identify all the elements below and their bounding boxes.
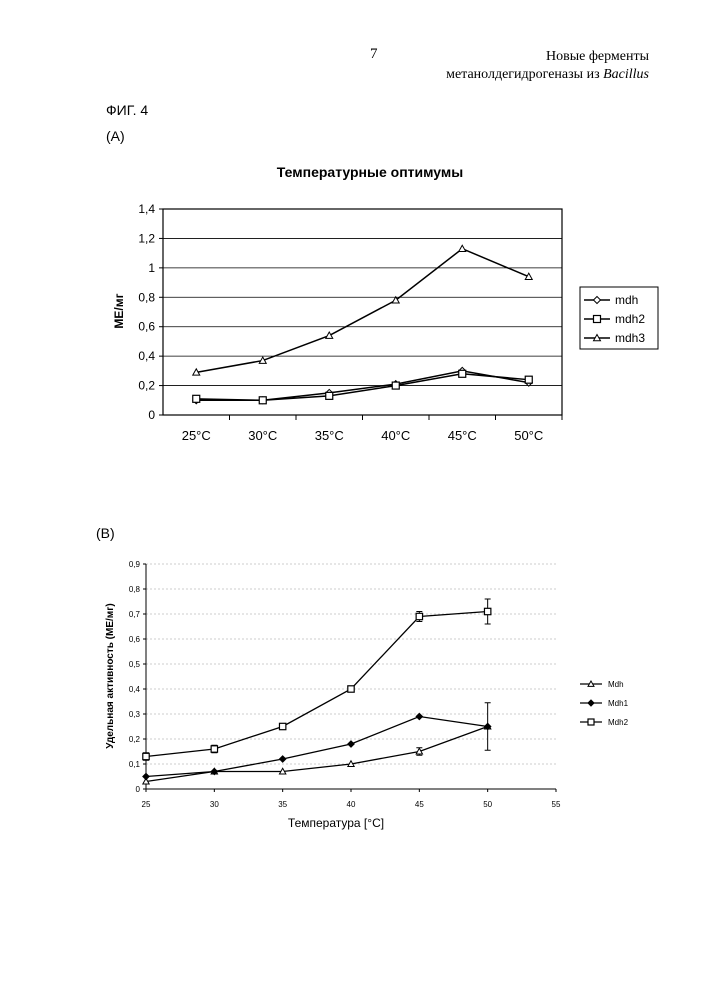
chart-b-y-tick-label: 0,7 — [129, 610, 141, 619]
chart-b-legend-marker — [588, 700, 594, 706]
chart-b-series-line-Mdh2 — [146, 612, 488, 757]
chart-b-point-Mdh1 — [416, 713, 422, 719]
chart-b-legend-label: Mdh2 — [608, 718, 629, 727]
chart-b-point-Mdh2 — [279, 723, 285, 729]
chart-b-y-tick-label: 0,4 — [129, 685, 141, 694]
chart-b-x-tick-label: 30 — [210, 800, 219, 809]
chart-b-y-tick-label: 0,8 — [129, 585, 141, 594]
chart-b-y-tick-label: 0,6 — [129, 635, 141, 644]
chart-b-point-Mdh1 — [348, 741, 354, 747]
chart-b-legend-marker — [588, 719, 594, 725]
chart-b-point-Mdh1 — [143, 773, 149, 779]
chart-b-x-tick-label: 35 — [278, 800, 287, 809]
chart-b-point-Mdh2 — [484, 608, 490, 614]
chart-b-y-tick-label: 0,2 — [129, 735, 141, 744]
chart-b-x-tick-label: 45 — [415, 800, 424, 809]
chart-b-y-tick-label: 0,3 — [129, 710, 141, 719]
chart-b-x-tick-label: 40 — [347, 800, 356, 809]
chart-b-point-Mdh2 — [416, 613, 422, 619]
chart-b-point-Mdh1 — [279, 756, 285, 762]
chart-b-x-tick-label: 25 — [142, 800, 151, 809]
chart-b-x-tick-label: 55 — [552, 800, 561, 809]
chart-b-y-tick-label: 0,1 — [129, 760, 141, 769]
chart-b-xlabel: Температура [°C] — [288, 816, 384, 830]
chart-b-x-tick-label: 50 — [483, 800, 492, 809]
chart-b-point-Mdh2 — [211, 746, 217, 752]
chart-b-y-tick-label: 0,9 — [129, 560, 141, 569]
chart-b-ylabel: Удельная активность (МЕ/мг) — [105, 603, 116, 748]
chart-b-point-Mdh2 — [348, 686, 354, 692]
chart-b-legend-label: Mdh — [608, 680, 624, 689]
chart-b-y-tick-label: 0 — [136, 785, 141, 794]
chart-b-legend-label: Mdh1 — [608, 699, 629, 708]
chart-b-y-tick-label: 0,5 — [129, 660, 141, 669]
chart-b-point-Mdh2 — [143, 753, 149, 759]
